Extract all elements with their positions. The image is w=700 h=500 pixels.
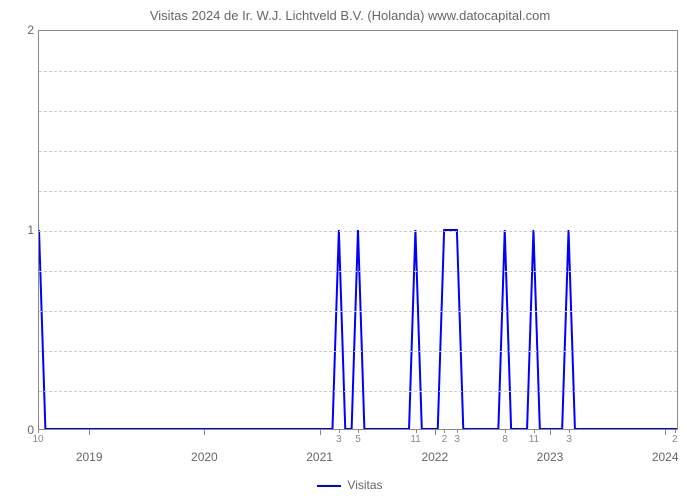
gridline: [39, 271, 677, 272]
x-tick-mark: [204, 430, 205, 435]
x-tick-month: 3: [336, 434, 342, 445]
line-series-svg: [39, 31, 677, 429]
gridline: [39, 151, 677, 152]
x-tick-mark: [38, 430, 39, 433]
x-tick-month: 8: [502, 434, 508, 445]
x-tick-year: 2021: [306, 450, 333, 464]
x-tick-mark: [534, 430, 535, 433]
x-tick-month: 10: [32, 434, 43, 445]
x-tick-month: 11: [529, 434, 539, 445]
chart-plot-area: [38, 30, 678, 430]
x-tick-mark: [665, 430, 666, 435]
x-tick-mark: [435, 430, 436, 435]
x-tick-year: 2024: [652, 450, 679, 464]
x-tick-month: 2: [442, 434, 448, 445]
legend-swatch: [317, 485, 341, 487]
gridline: [39, 391, 677, 392]
x-tick-mark: [569, 430, 570, 433]
gridline: [39, 71, 677, 72]
x-tick-mark: [320, 430, 321, 435]
x-tick-month: 5: [355, 434, 361, 445]
chart-title: Visitas 2024 de Ir. W.J. Lichtveld B.V. …: [0, 0, 700, 23]
gridline: [39, 111, 677, 112]
gridline: [39, 191, 677, 192]
x-tick-year: 2023: [537, 450, 564, 464]
chart-legend: Visitas: [0, 478, 700, 492]
x-tick-month: 3: [566, 434, 572, 445]
x-tick-year: 2020: [191, 450, 218, 464]
x-tick-year: 2019: [76, 450, 103, 464]
x-tick-mark: [358, 430, 359, 433]
gridline: [39, 351, 677, 352]
x-tick-year: 2022: [421, 450, 448, 464]
gridline: [39, 231, 677, 232]
x-tick-mark: [505, 430, 506, 433]
x-tick-month: 3: [454, 434, 460, 445]
x-tick-mark: [339, 430, 340, 433]
x-tick-mark: [416, 430, 417, 433]
gridline: [39, 311, 677, 312]
x-tick-month: 2: [672, 434, 678, 445]
x-tick-mark: [89, 430, 90, 435]
y-tick-label: 1: [4, 223, 34, 237]
x-tick-mark: [457, 430, 458, 433]
x-tick-mark: [675, 430, 676, 433]
legend-label: Visitas: [347, 478, 382, 492]
y-tick-label: 0: [4, 423, 34, 437]
x-tick-month: 11: [410, 434, 420, 445]
y-tick-label: 2: [4, 23, 34, 37]
x-tick-mark: [550, 430, 551, 435]
x-tick-mark: [444, 430, 445, 433]
